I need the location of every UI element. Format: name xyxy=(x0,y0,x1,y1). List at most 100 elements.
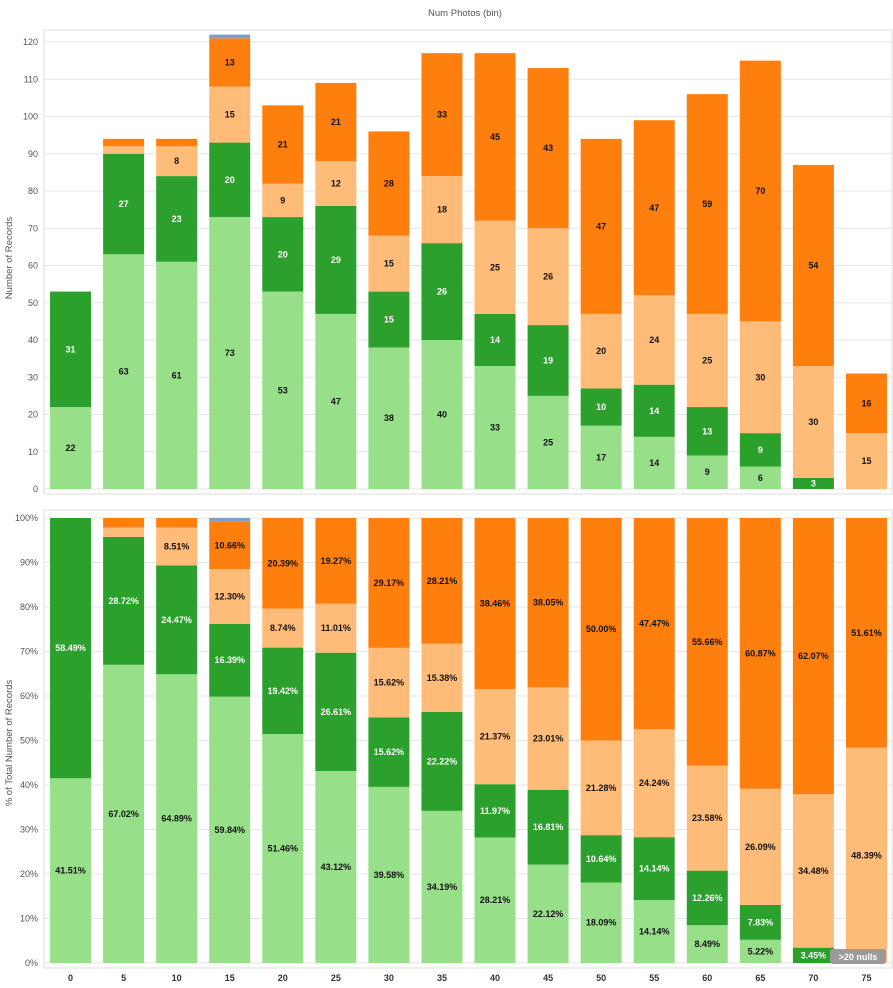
bar-segment[interactable] xyxy=(421,518,463,644)
bar-segment[interactable] xyxy=(103,153,145,255)
bar-segment[interactable] xyxy=(368,131,410,236)
bar-stack-45[interactable]: 25 19 26 43 xyxy=(527,68,569,489)
bar-segment[interactable] xyxy=(633,900,675,963)
bar-stack-40[interactable]: 33 14 25 45 xyxy=(474,53,516,489)
bar-segment[interactable] xyxy=(686,407,728,456)
nulls-indicator[interactable]: >20 nulls xyxy=(830,949,886,964)
bar-stack-60[interactable]: 8.49% 12.26% 23.58% 55.66% xyxy=(686,518,728,963)
bar-stack-50[interactable]: 18.09% 10.64% 21.28% 50.00% xyxy=(580,517,622,963)
bar-segment[interactable] xyxy=(633,120,675,296)
bar-segment[interactable] xyxy=(156,176,198,262)
bar-segment[interactable] xyxy=(421,176,463,244)
bar-stack-35[interactable]: 34.19% 22.22% 15.38% 28.21% xyxy=(421,518,463,963)
bar-segment[interactable] xyxy=(368,786,410,963)
bar-segment[interactable] xyxy=(421,53,463,177)
bar-segment[interactable] xyxy=(474,784,516,838)
bar-segment[interactable] xyxy=(262,217,304,292)
bar-stack-70[interactable]: 3.45% 34.48% 62.07% xyxy=(792,518,834,963)
bar-segment[interactable] xyxy=(633,384,675,437)
bar-segment[interactable] xyxy=(156,146,198,177)
bar-segment[interactable] xyxy=(262,183,304,218)
bar-segment[interactable] xyxy=(262,291,304,489)
bar-segment[interactable] xyxy=(421,810,463,963)
bar-segment[interactable] xyxy=(580,138,622,314)
bar-segment[interactable] xyxy=(474,366,516,489)
bar-segment[interactable] xyxy=(686,518,728,766)
bar-segment[interactable] xyxy=(315,603,357,653)
bar-segment[interactable] xyxy=(368,518,410,648)
bar-stack-15[interactable]: 59.84% 16.39% 12.30% 10.66% xyxy=(209,517,251,963)
bar-segment[interactable] xyxy=(686,94,728,314)
bar-stack-20[interactable]: 51.46% 19.42% 8.74% 20.39% xyxy=(262,517,304,963)
bar-stack-10[interactable]: 64.89% 24.47% 8.51% xyxy=(156,518,198,963)
bar-segment[interactable] xyxy=(421,243,463,340)
bar-segment[interactable] xyxy=(209,517,251,522)
bar-segment[interactable] xyxy=(739,939,781,963)
bar-segment[interactable] xyxy=(474,837,516,963)
bar-segment[interactable] xyxy=(474,689,516,785)
bar-segment[interactable] xyxy=(262,105,304,184)
bar-segment[interactable] xyxy=(845,747,887,963)
bar-segment[interactable] xyxy=(368,647,410,718)
bar-stack-75[interactable]: 48.39% 51.61% xyxy=(845,518,887,963)
bar-segment[interactable] xyxy=(527,395,569,489)
bar-segment[interactable] xyxy=(209,142,251,218)
bar-segment[interactable] xyxy=(368,717,410,787)
bar-segment[interactable] xyxy=(845,433,887,489)
bar-segment[interactable] xyxy=(50,518,92,779)
bar-segment[interactable] xyxy=(103,536,145,665)
bar-segment[interactable] xyxy=(156,565,198,675)
bar-segment[interactable] xyxy=(633,436,675,489)
bar-segment[interactable] xyxy=(792,477,834,489)
bar-segment[interactable] xyxy=(209,521,251,570)
bar-segment[interactable] xyxy=(845,518,887,748)
bar-segment[interactable] xyxy=(633,837,675,901)
bar-segment[interactable] xyxy=(527,68,569,229)
bar-segment[interactable] xyxy=(209,623,251,697)
bar-segment[interactable] xyxy=(686,455,728,489)
bar-segment[interactable] xyxy=(368,235,410,292)
bar-segment[interactable] xyxy=(262,608,304,648)
bar-stack-25[interactable]: 47 29 12 21 xyxy=(315,82,357,489)
bar-segment[interactable] xyxy=(50,407,92,489)
bar-segment[interactable] xyxy=(580,388,622,426)
bar-segment[interactable] xyxy=(474,53,516,221)
bar-segment[interactable] xyxy=(209,217,251,489)
bar-segment[interactable] xyxy=(421,711,463,811)
bar-segment[interactable] xyxy=(474,220,516,314)
bar-stack-5[interactable]: 67.02% 28.72% xyxy=(103,518,145,963)
bar-segment[interactable] xyxy=(739,60,781,322)
bar-segment[interactable] xyxy=(580,740,622,836)
bar-segment[interactable] xyxy=(262,734,304,963)
bar-segment[interactable] xyxy=(50,291,92,408)
bar-stack-65[interactable]: 5.22% 7.83% 26.09% 60.87% xyxy=(739,517,781,963)
bar-segment[interactable] xyxy=(686,925,728,963)
bar-stack-45[interactable]: 22.12% 16.81% 23.01% 38.05% xyxy=(527,518,569,963)
bar-segment[interactable] xyxy=(792,518,834,795)
bar-segment[interactable] xyxy=(739,466,781,489)
bar-segment[interactable] xyxy=(739,904,781,940)
bar-segment[interactable] xyxy=(262,517,304,609)
bar-segment[interactable] xyxy=(315,82,357,162)
bar-segment[interactable] xyxy=(315,205,357,314)
bar-stack-30[interactable]: 38 15 15 28 xyxy=(368,131,410,489)
bar-segment[interactable] xyxy=(792,164,834,367)
bar-segment[interactable] xyxy=(103,146,145,154)
bar-stack-35[interactable]: 40 26 18 33 xyxy=(421,53,463,489)
bar-stack-40[interactable]: 28.21% 11.97% 21.37% 38.46% xyxy=(474,517,516,963)
bar-stack-30[interactable]: 39.58% 15.62% 15.62% 29.17% xyxy=(368,518,410,963)
bar-segment[interactable] xyxy=(580,425,622,489)
bar-segment[interactable] xyxy=(315,517,357,604)
bar-segment[interactable] xyxy=(156,138,198,147)
bar-segment[interactable] xyxy=(792,366,834,478)
bar-segment[interactable] xyxy=(580,882,622,963)
bar-stack-0[interactable]: 41.51% 58.49% xyxy=(50,518,92,963)
bar-stack-55[interactable]: 14 14 24 47 xyxy=(633,120,675,489)
bar-segment[interactable] xyxy=(633,729,675,838)
bar-segment[interactable] xyxy=(527,687,569,790)
bar-segment[interactable] xyxy=(421,643,463,712)
bar-segment[interactable] xyxy=(792,794,834,948)
bar-stack-20[interactable]: 53 20 9 21 xyxy=(262,105,304,489)
bar-segment[interactable] xyxy=(474,313,516,367)
bar-stack-60[interactable]: 9 13 25 59 xyxy=(686,94,728,489)
